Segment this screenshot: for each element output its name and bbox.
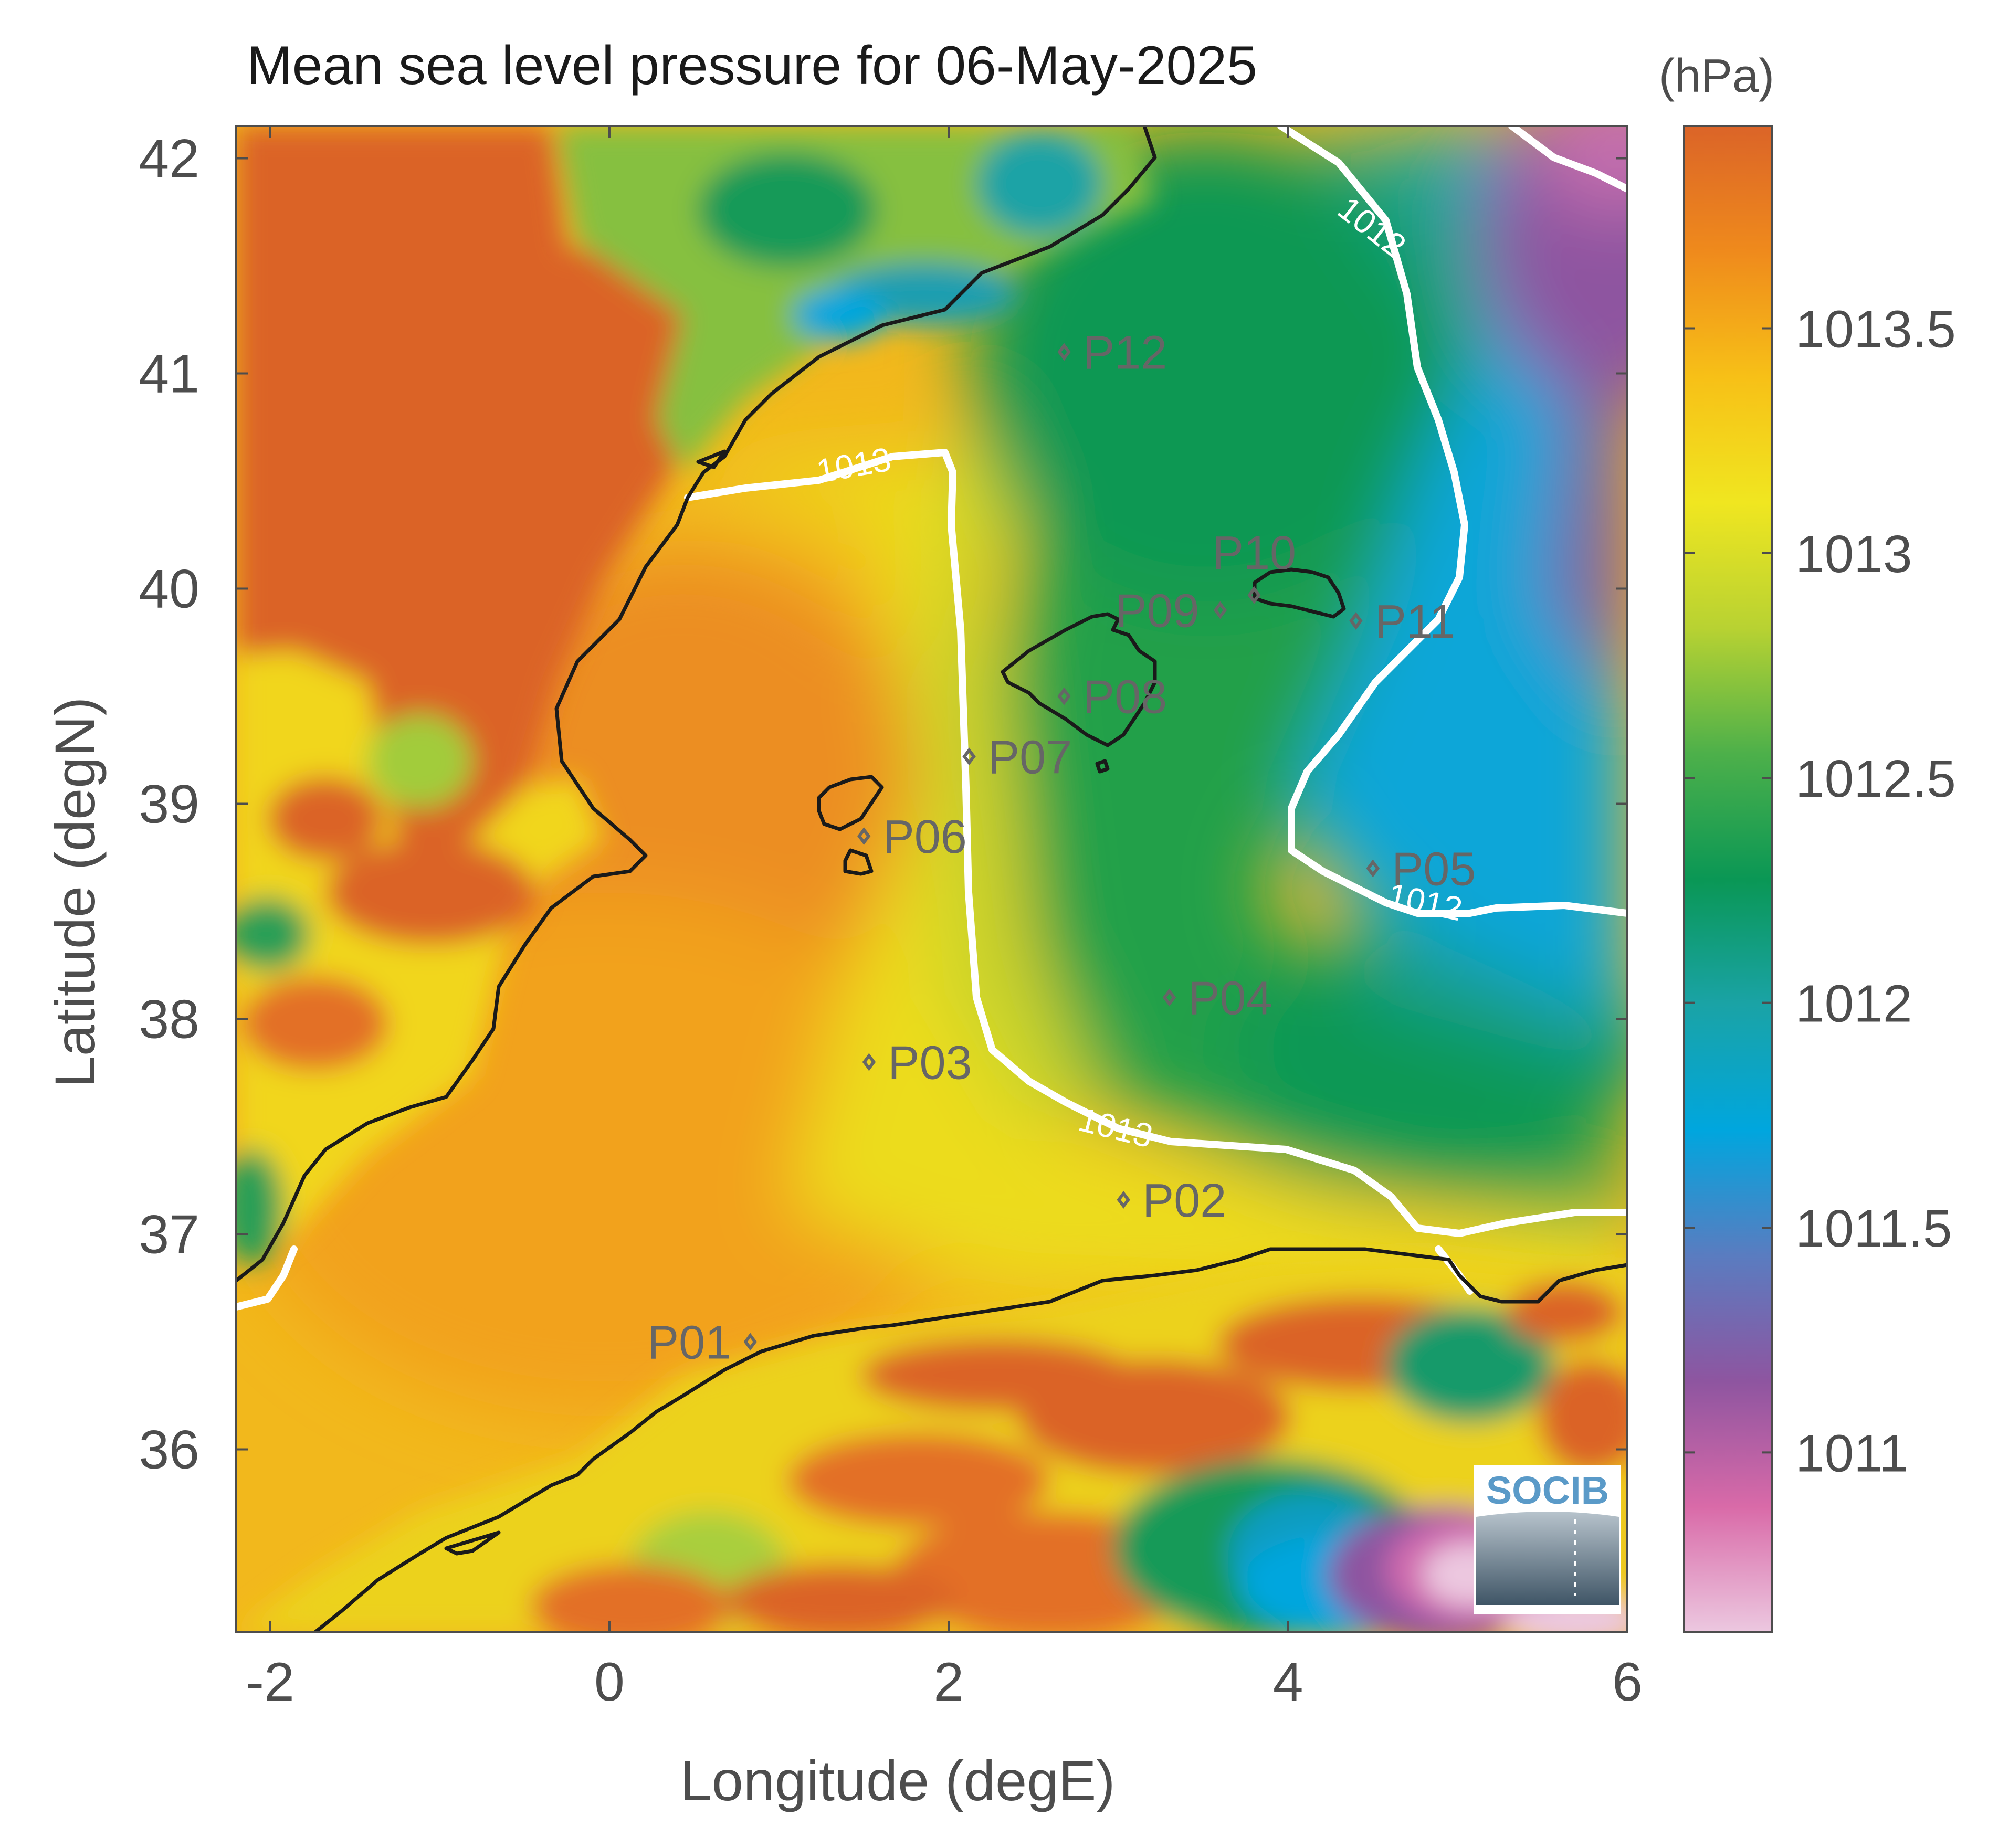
y-tick-label: 40	[139, 559, 199, 620]
cabrera-coastline	[1095, 759, 1110, 774]
x-axis-label: Longitude (degE)	[680, 1749, 1116, 1812]
colorbar-tick-label: 1012	[1795, 975, 1912, 1033]
station-label: P08	[1083, 671, 1167, 724]
socib-logo: SOCIB	[1474, 1465, 1621, 1614]
x-tick-label: 6	[1612, 1652, 1643, 1713]
x-tick-label: 0	[594, 1652, 625, 1713]
station-marker	[1117, 1190, 1130, 1209]
station-label: P01	[647, 1317, 731, 1369]
colorbar-frame	[1683, 125, 1773, 1633]
menorca-coastline	[1253, 567, 1346, 619]
pressure-field: 1012 1012 1013 1013 SOCIB	[236, 126, 1627, 1632]
y-tick-label: 42	[139, 129, 199, 189]
iberia-coastline	[236, 126, 1157, 1282]
station-label: P11	[1375, 596, 1455, 648]
contour-lines	[236, 126, 1627, 1311]
mallorca-coastline	[1001, 612, 1157, 747]
x-tick-label: -2	[246, 1652, 294, 1713]
y-tick-label: 38	[139, 989, 199, 1050]
station-marker	[1057, 687, 1071, 705]
colorbar-tick-label: 1012.5	[1795, 749, 1956, 808]
north-africa-coastline	[313, 1247, 1627, 1632]
station-marker	[862, 1053, 876, 1071]
station-label: P06	[883, 811, 967, 863]
station-marker	[1247, 586, 1261, 604]
ibiza-coastline	[817, 775, 884, 831]
station-marker	[1349, 612, 1363, 630]
y-axis: 36 37 38 39 40 41 42	[139, 129, 1627, 1481]
station-marker	[743, 1333, 757, 1351]
station-label: P03	[888, 1037, 972, 1090]
contour-1011-ne	[1508, 126, 1627, 193]
y-axis-label: Latitude (degN)	[43, 697, 107, 1087]
station-marker	[962, 747, 976, 766]
y-tick-label: 37	[139, 1205, 199, 1265]
x-axis: -2 0 2 4 6	[246, 126, 1643, 1713]
x-tick-label: 2	[933, 1652, 964, 1713]
station-marker	[1366, 859, 1380, 878]
station-label: P02	[1142, 1175, 1226, 1227]
formentera-coastline	[843, 848, 874, 876]
station-label: P09	[1115, 585, 1199, 638]
y-tick-label: 41	[139, 344, 199, 405]
station-marker	[1057, 343, 1071, 361]
station-label: P05	[1392, 843, 1476, 896]
station-label: P07	[988, 731, 1072, 784]
station-marker	[1213, 601, 1227, 619]
colorbar-ticks: 1011 1011.5 1012 1012.5 1013 1013.5	[1684, 300, 1956, 1483]
station-label: P12	[1083, 327, 1167, 379]
contour-1013-north	[684, 449, 1627, 1237]
x-tick-label: 4	[1273, 1652, 1303, 1713]
contour-1013-west	[236, 1245, 298, 1311]
colorbar-tick-label: 1011.5	[1795, 1199, 1952, 1258]
colorbar-tick-label: 1013.5	[1795, 300, 1956, 359]
colorbar-tick-label: 1011	[1795, 1424, 1908, 1483]
colorbar: 1011 1011.5 1012 1012.5 1013 1013.5	[1683, 125, 1956, 1633]
station-marker	[1162, 988, 1176, 1007]
plot-frame	[235, 125, 1628, 1633]
station-marker	[857, 827, 871, 845]
station-label: P04	[1188, 973, 1272, 1025]
colorbar-tick-label: 1013	[1795, 525, 1912, 584]
colorbar-fill	[1684, 126, 1772, 1632]
coastlines	[236, 126, 1627, 1632]
morocco-coastline-west	[444, 1530, 501, 1556]
y-tick-label: 36	[139, 1420, 199, 1481]
map-title: Mean sea level pressure for 06-May-2025	[247, 35, 1257, 96]
socib-logo-text: SOCIB	[1486, 1469, 1609, 1512]
ebro-delta	[696, 449, 727, 469]
station-label: P10	[1212, 527, 1296, 579]
colorbar-units-label: (hPa)	[1659, 50, 1774, 102]
contour-1012	[1277, 126, 1627, 917]
y-tick-label: 39	[139, 774, 199, 835]
